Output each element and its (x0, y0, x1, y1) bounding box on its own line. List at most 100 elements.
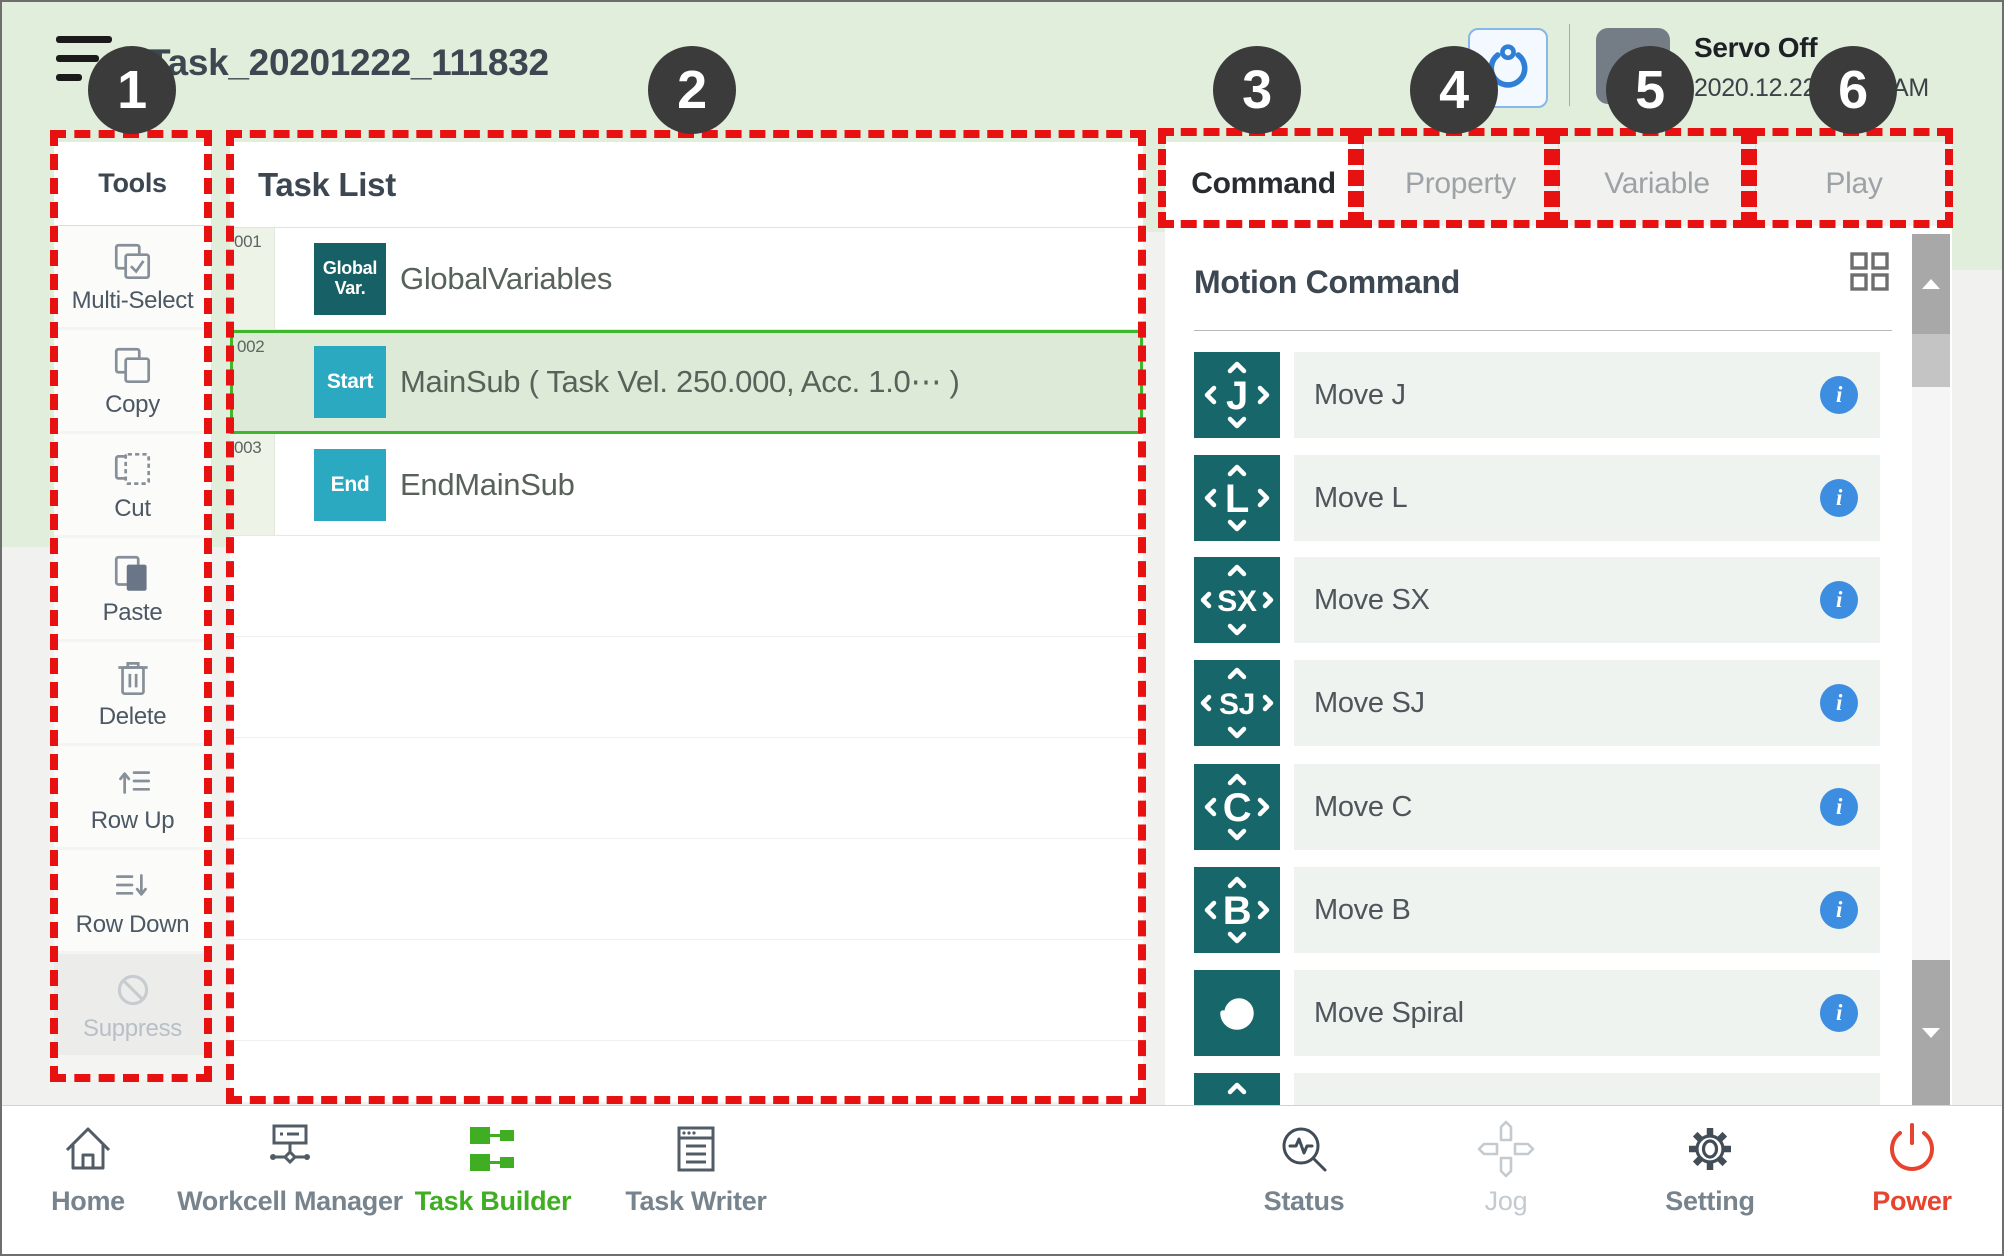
suppress-icon (117, 974, 148, 1005)
move-sx-icon: SX (1194, 557, 1280, 643)
end-badge: End (314, 449, 386, 521)
empty-row-separator (230, 939, 1143, 940)
empty-row-separator (230, 737, 1143, 738)
tool-label: Row Up (90, 806, 175, 834)
empty-row-separator (230, 838, 1143, 839)
workcell-manager-icon (270, 1124, 310, 1165)
move-b-icon: B (1194, 867, 1280, 953)
empty-row-separator (230, 1040, 1143, 1041)
scroll-down-button[interactable] (1912, 960, 1950, 1105)
tool-label: Multi-Select (71, 286, 194, 314)
row-down-button[interactable]: Row Down (54, 850, 211, 951)
info-icon[interactable]: i (1820, 684, 1858, 722)
row-number: 002 (237, 337, 265, 356)
partial-command-icon (1194, 1073, 1280, 1105)
tool-label: Cut (114, 494, 151, 522)
task-row-002-selected[interactable]: 002 Start MainSub ( Task Vel. 250.000, A… (230, 330, 1143, 434)
copy-button[interactable]: Copy (54, 330, 211, 431)
task-row-003[interactable]: 003 End EndMainSub (230, 434, 1143, 536)
task-row-label: GlobalVariables (400, 260, 613, 296)
info-icon[interactable]: i (1820, 479, 1858, 517)
nav-workcell-manager[interactable]: Workcell Manager (177, 1120, 403, 1217)
row-gutter (230, 434, 275, 535)
info-icon[interactable]: i (1820, 788, 1858, 826)
servo-status-label: Servo Off (1694, 32, 1818, 63)
tab-command[interactable]: Command (1165, 142, 1362, 226)
tool-label: Copy (105, 390, 160, 418)
multi-select-button[interactable]: Multi-Select (54, 226, 211, 327)
cut-button[interactable]: Cut (54, 434, 211, 535)
annotation-circle-2: 2 (648, 46, 736, 134)
info-icon[interactable]: i (1820, 891, 1858, 929)
move-l-icon: L (1194, 455, 1280, 541)
command-move-l[interactable]: Move L i (1294, 455, 1880, 541)
cut-icon (114, 452, 150, 485)
row-up-button[interactable]: Row Up (54, 746, 211, 847)
command-move-sx[interactable]: Move SX i (1294, 557, 1880, 643)
nav-status[interactable]: Status (1194, 1120, 1414, 1217)
power-icon (1890, 1123, 1934, 1171)
task-row-label: EndMainSub (400, 466, 575, 502)
home-icon (65, 1127, 111, 1170)
svg-text:B: B (1223, 889, 1252, 933)
annotation-circle-1: 1 (88, 46, 176, 134)
triangle-up-icon (1922, 279, 1940, 289)
annotation-circle-3: 3 (1213, 46, 1301, 134)
delete-trash-icon (117, 661, 148, 695)
scroll-up-button[interactable] (1912, 234, 1950, 334)
nav-power[interactable]: Power (1802, 1120, 2002, 1217)
copy-icon (114, 347, 150, 383)
command-panel: Motion Command J Move J i (1165, 226, 1952, 1105)
annotation-box-command (1158, 128, 1356, 228)
move-c-icon: C (1194, 764, 1280, 850)
hamburger-menu-button[interactable] (56, 36, 116, 86)
move-j-icon: J (1194, 352, 1280, 438)
nav-task-builder[interactable]: Task Builder (383, 1120, 603, 1217)
row-number: 003 (234, 438, 262, 457)
nav-jog: Jog (1396, 1120, 1616, 1217)
nav-home[interactable]: Home (2, 1120, 198, 1217)
move-sj-icon: SJ (1194, 660, 1280, 746)
svg-text:C: C (1223, 786, 1252, 830)
header-background-right (1950, 2, 2002, 270)
tab-variable[interactable]: Variable (1558, 142, 1755, 226)
command-move-j[interactable]: Move J i (1294, 352, 1880, 438)
svg-text:SX: SX (1217, 585, 1257, 618)
command-move-b[interactable]: Move B i (1294, 867, 1880, 953)
nav-setting[interactable]: Setting (1600, 1120, 1820, 1217)
tab-property[interactable]: Property (1362, 142, 1558, 226)
grid-icon (1850, 252, 1889, 291)
info-icon[interactable]: i (1820, 994, 1858, 1032)
empty-row-separator (230, 636, 1143, 637)
header-date: 2020.12.22 (1694, 74, 1817, 102)
global-var-badge: Global Var. (314, 243, 386, 315)
tool-label: Row Down (75, 910, 190, 938)
scrollbar-thumb[interactable] (1912, 334, 1950, 387)
paste-button[interactable]: Paste (54, 538, 211, 639)
paste-icon (114, 555, 147, 591)
annotation-box-variable (1552, 128, 1749, 228)
annotation-box-tools (50, 130, 212, 1082)
grid-view-button[interactable] (1848, 250, 1892, 294)
move-spiral-icon (1194, 970, 1280, 1056)
command-row-partial (1194, 1073, 1892, 1105)
jog-dpad-icon (1477, 1120, 1535, 1178)
tab-play[interactable]: Play (1755, 142, 1952, 226)
tools-panel-title: Tools (54, 142, 211, 226)
info-icon[interactable]: i (1820, 376, 1858, 414)
command-list-scrollbar[interactable] (1912, 234, 1950, 1105)
task-builder-icon (470, 1127, 514, 1171)
command-move-spiral[interactable]: Move Spiral i (1294, 970, 1880, 1056)
servo-power-icon (1488, 44, 1528, 88)
delete-button[interactable]: Delete (54, 642, 211, 743)
tools-panel: Tools Multi-Select Copy (54, 142, 211, 1080)
task-row-001[interactable]: 001 Global Var. GlobalVariables (230, 228, 1143, 330)
command-move-sj[interactable]: Move SJ i (1294, 660, 1880, 746)
row-up-icon (118, 770, 150, 794)
hamburger-icon (56, 36, 112, 43)
info-icon[interactable]: i (1820, 581, 1858, 619)
nav-task-writer[interactable]: Task Writer (586, 1120, 806, 1217)
annotation-circle-5: 5 (1606, 46, 1694, 134)
annotation-box-property (1356, 128, 1552, 228)
command-move-c[interactable]: Move C i (1294, 764, 1880, 850)
